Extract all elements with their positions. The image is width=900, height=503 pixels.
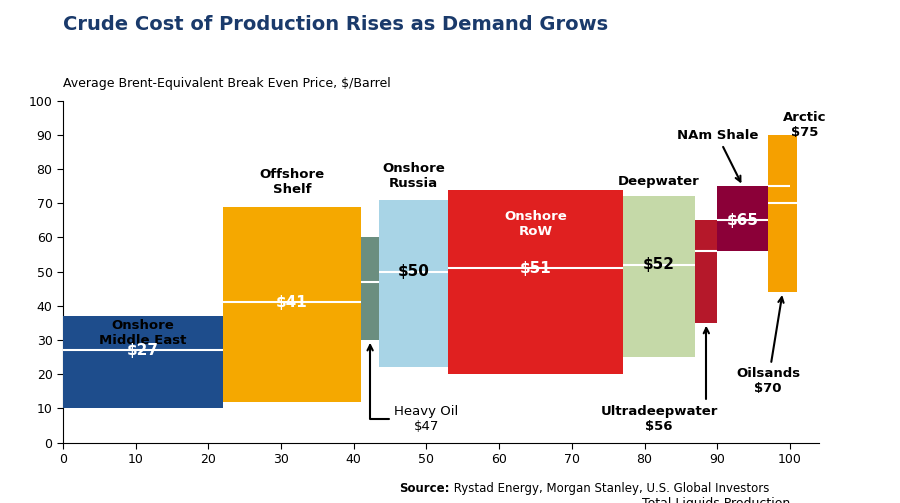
Bar [379, 200, 448, 367]
Text: Arctic
$75: Arctic $75 [783, 111, 826, 139]
Text: $51: $51 [519, 261, 552, 276]
Bar [768, 135, 790, 237]
Text: Average Brent-Equivalent Break Even Price, $/Barrel: Average Brent-Equivalent Break Even Pric… [63, 77, 391, 91]
Text: Onshore
RoW: Onshore RoW [504, 210, 567, 238]
Text: Deepwater: Deepwater [618, 175, 700, 188]
Bar [223, 207, 361, 401]
Text: Heavy Oil
$47: Heavy Oil $47 [367, 345, 459, 433]
Text: Onshore
Middle East: Onshore Middle East [99, 319, 186, 347]
Bar [448, 190, 623, 374]
Text: Rystad Energy, Morgan Stanley, U.S. Global Investors: Rystad Energy, Morgan Stanley, U.S. Glob… [450, 482, 770, 495]
Text: Onshore
Russia: Onshore Russia [382, 161, 446, 190]
Bar [623, 196, 696, 357]
Text: $52: $52 [644, 257, 675, 272]
Text: Total Liquids Production: Total Liquids Production [642, 497, 790, 503]
Text: $65: $65 [726, 213, 759, 228]
Text: NAm Shale: NAm Shale [677, 129, 758, 182]
Text: $50: $50 [398, 264, 429, 279]
Bar [63, 316, 223, 408]
Text: Source:: Source: [400, 482, 450, 495]
Bar [361, 237, 379, 340]
Bar [768, 135, 797, 292]
Text: Offshore
Shelf: Offshore Shelf [259, 169, 325, 196]
Bar [717, 186, 768, 251]
Text: Oilsands
$70: Oilsands $70 [736, 297, 800, 395]
Text: Crude Cost of Production Rises as Demand Grows: Crude Cost of Production Rises as Demand… [63, 15, 608, 34]
Bar [696, 220, 717, 323]
Text: Ultradeepwater
$56: Ultradeepwater $56 [600, 328, 718, 433]
Text: $27: $27 [127, 343, 159, 358]
Text: $41: $41 [276, 295, 308, 310]
